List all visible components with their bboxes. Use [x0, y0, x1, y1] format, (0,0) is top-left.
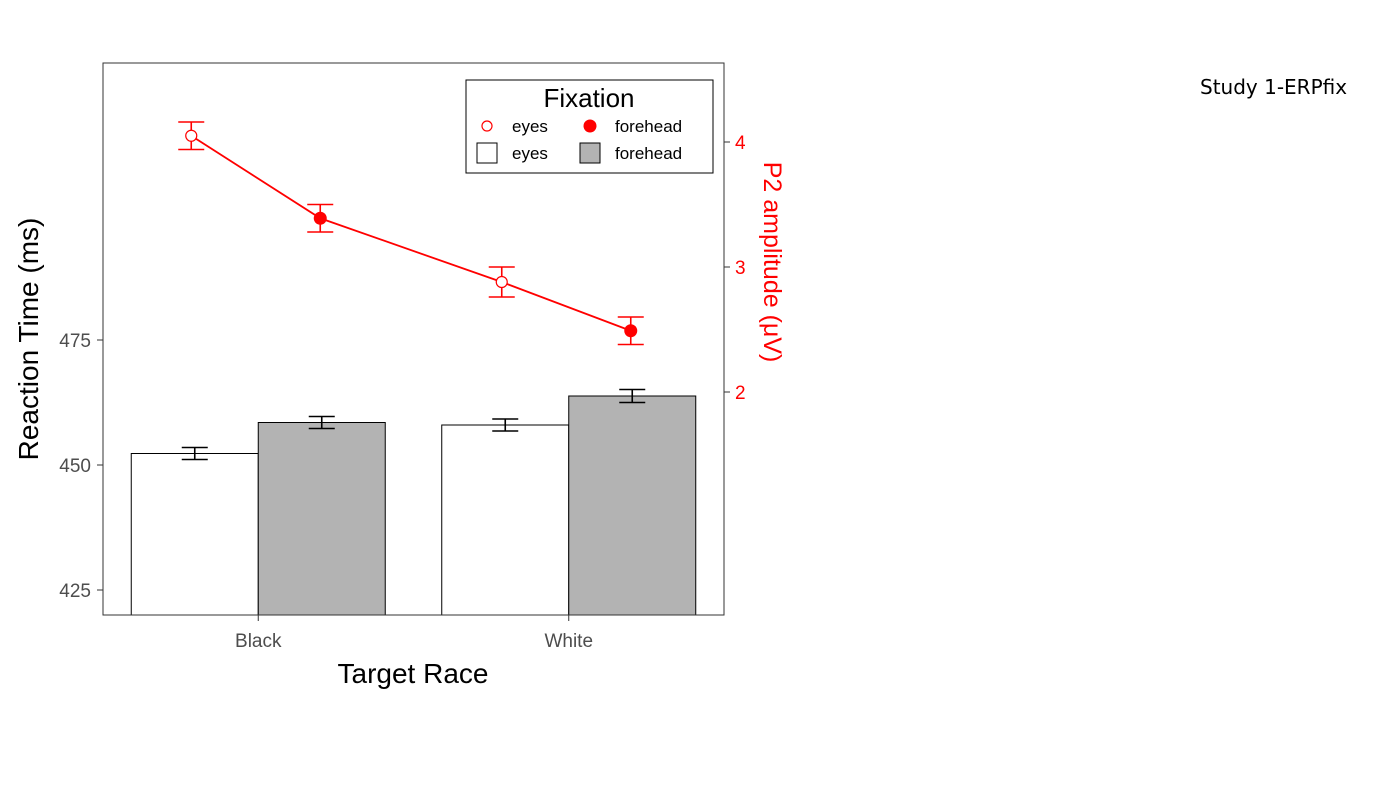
legend-bar-eyes-label: eyes [512, 144, 548, 163]
errorbar-rt-white-eyes [492, 418, 519, 432]
bar-white-forehead [568, 395, 697, 616]
point-p2-white-forehead [624, 324, 638, 338]
x-axis-title: Target Race [338, 658, 489, 689]
p2-line [190, 134, 632, 332]
legend-point-forehead-label: forehead [615, 117, 682, 136]
y2-tick-label-4: 4 [735, 133, 746, 154]
y2-axis-title: P2 amplitude (μV) [758, 162, 786, 363]
errorbar-rt-black-eyes [181, 446, 208, 461]
x-axis: Black White [235, 615, 593, 652]
y-tick-label-475: 475 [59, 331, 91, 352]
legend-bar-forehead-label: forehead [615, 144, 682, 163]
legend-open-circle-icon [481, 120, 493, 132]
study-label: Study 1-ERPfix [1200, 75, 1348, 99]
legend-gray-swatch-icon [579, 142, 601, 164]
legend-title: Fixation [543, 83, 634, 113]
errorbar-rt-black-forehead [308, 415, 335, 430]
legend-filled-circle-icon [583, 119, 597, 133]
point-p2-black-forehead [313, 211, 327, 225]
y-tick-label-425: 425 [59, 581, 91, 602]
point-p2-white-eyes [495, 275, 508, 289]
legend-white-swatch-icon [476, 142, 498, 164]
y2-tick-label-2: 2 [735, 383, 746, 404]
y-axis-left: 425 450 475 [59, 331, 103, 602]
bar-white-eyes [441, 424, 570, 616]
plot-frame [102, 62, 725, 616]
y2-tick-label-3: 3 [735, 258, 746, 279]
x-tick-label-white: White [544, 631, 593, 652]
errorbar-rt-white-forehead [619, 388, 646, 404]
bar-black-eyes [130, 453, 259, 616]
legend-point-eyes-label: eyes [512, 117, 548, 136]
line-layer [178, 121, 644, 346]
y-axis-right: 2 3 4 [724, 133, 746, 404]
bar-black-forehead [257, 422, 386, 616]
x-tick-label-black: Black [235, 631, 282, 652]
point-p2-black-eyes [185, 129, 198, 142]
legend: Fixation eyes forehead eyes forehead [465, 79, 714, 174]
bars-layer [130, 388, 697, 616]
y-tick-label-450: 450 [59, 456, 91, 477]
y-axis-title: Reaction Time (ms) [13, 218, 44, 461]
